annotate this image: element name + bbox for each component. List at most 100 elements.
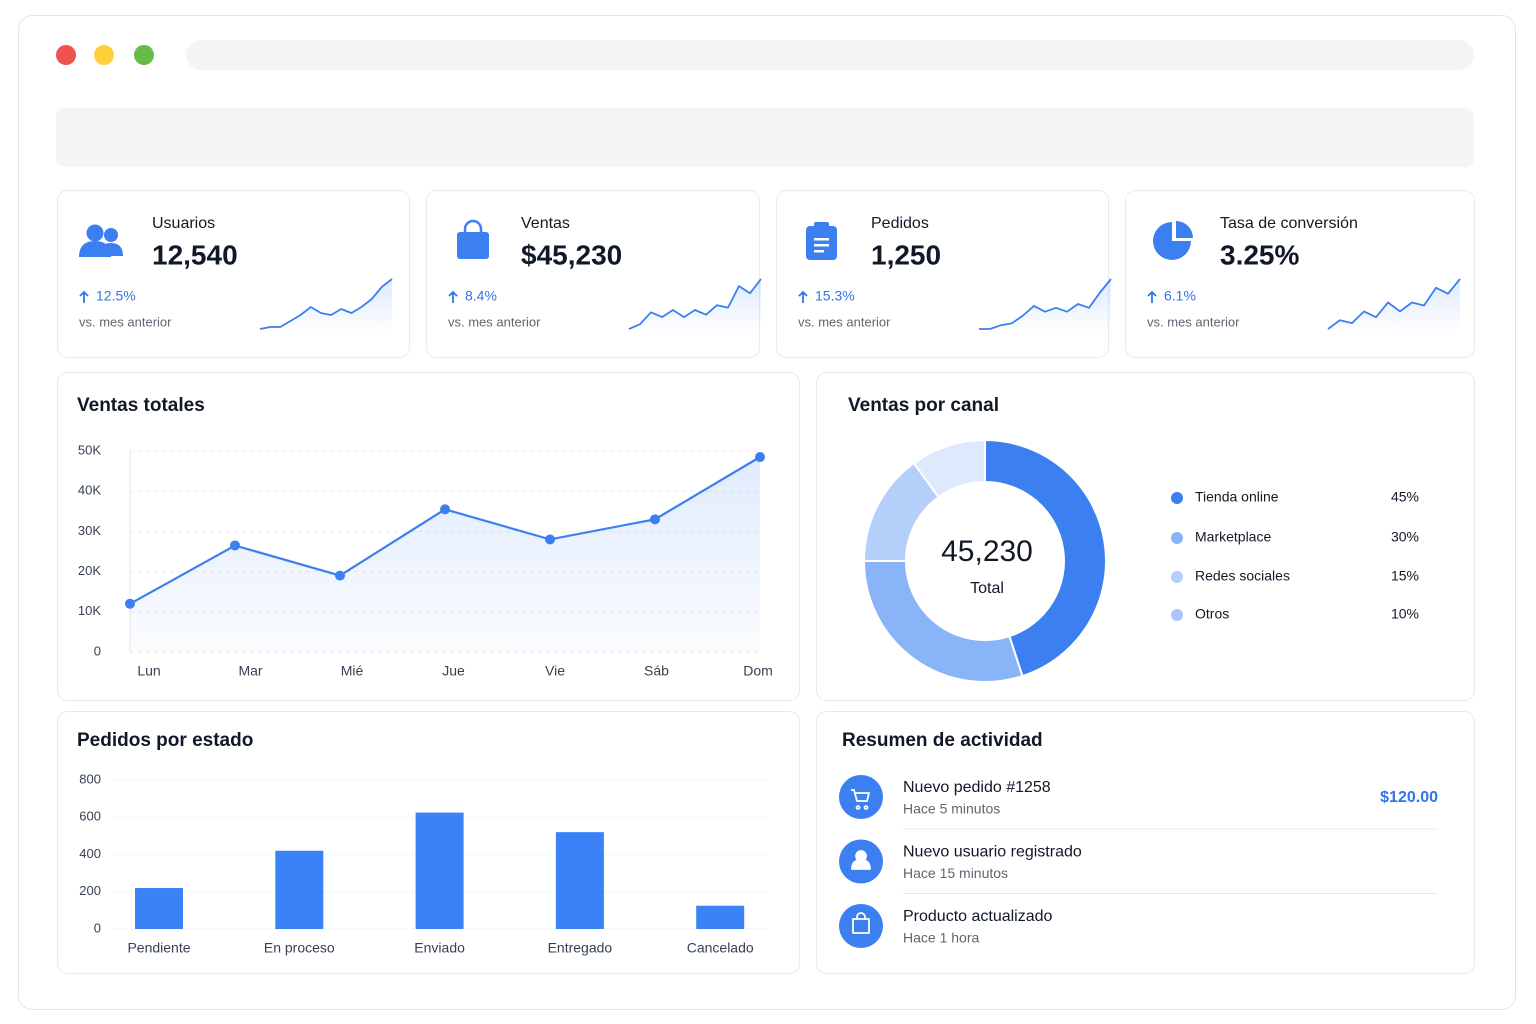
activity-item-time: Hace 1 hora [903, 930, 979, 946]
kpi-change: 6.1% [1164, 288, 1196, 304]
legend-label: Marketplace [1195, 529, 1271, 545]
point [545, 534, 555, 545]
legend-dot [1171, 571, 1183, 583]
x-tick-label: Sáb [644, 663, 669, 679]
kpi-change: 12.5% [96, 288, 136, 304]
x-tick-label: Jue [442, 663, 465, 679]
legend-value: 30% [1391, 529, 1419, 545]
up-arrow-icon [448, 290, 458, 303]
y-tick-label: 0 [94, 920, 101, 935]
bar [275, 850, 324, 929]
sparkline-area [1328, 279, 1460, 329]
activity-item-title: Nuevo usuario registrado [903, 844, 1082, 861]
icons [79, 219, 1193, 260]
legend-dot [1171, 532, 1183, 544]
sparkline [1327, 278, 1461, 330]
users-icon [79, 224, 123, 257]
card [57, 190, 410, 358]
chart-title: Ventas por canal [848, 395, 999, 416]
point [125, 598, 135, 609]
x-tick-label: Enviado [414, 940, 465, 956]
kpi-label: Ventas [521, 215, 570, 232]
sparkline-area [979, 279, 1111, 329]
kpi-value: 1,250 [871, 239, 941, 270]
pie-icon [1153, 221, 1193, 260]
legend-value: 10% [1391, 606, 1419, 622]
x-tick-label: Mié [341, 663, 364, 679]
address-bar[interactable] [186, 40, 1474, 70]
sparkline [259, 278, 393, 330]
kpi-label: Usuarios [152, 215, 215, 232]
donut-slice [984, 438, 1107, 678]
x-tick-label: Entregado [548, 940, 613, 956]
up-arrow-icon [798, 290, 808, 303]
activity-icon-bg [839, 904, 883, 948]
kpi-note: vs. mes anterior [798, 314, 891, 329]
up-arrow-icon [1147, 290, 1157, 303]
activity-amount: $120.00 [1380, 789, 1438, 806]
sparkline [979, 278, 1112, 330]
x-tick-label: Vie [545, 663, 565, 679]
card [816, 711, 1475, 974]
y-tick-label: 50K [78, 442, 101, 457]
kpi-note: vs. mes anterior [448, 314, 541, 329]
activity-item-time: Hace 15 minutos [903, 865, 1008, 881]
point [755, 452, 765, 463]
donut-center-value: 45,230 [941, 535, 1033, 568]
activity-icon [852, 912, 870, 934]
kpi-value: 3.25% [1220, 239, 1299, 270]
y-tick-label: 600 [79, 809, 101, 824]
header-banner [56, 108, 1474, 167]
bar [415, 812, 464, 929]
window-minimize[interactable] [94, 45, 114, 65]
x-tick-label: Dom [743, 663, 773, 679]
point [230, 540, 240, 551]
donut-center-label: Total [970, 580, 1004, 597]
clipboard-icon [806, 222, 837, 260]
kpi-label: Pedidos [871, 215, 929, 232]
window-maximize[interactable] [134, 45, 154, 65]
sparkline-area [260, 279, 392, 329]
y-tick-label: 200 [79, 883, 101, 898]
y-tick-label: 40K [78, 483, 101, 498]
x-tick-label: Lun [137, 663, 160, 679]
kpi-note: vs. mes anterior [1147, 314, 1240, 329]
bar [555, 832, 604, 929]
y-tick-label: 400 [79, 846, 101, 861]
x-tick-label: En proceso [264, 940, 335, 956]
activity-icon [851, 789, 870, 810]
donut-slice [912, 438, 986, 499]
activity-item-title: Nuevo pedido #1258 [903, 779, 1051, 796]
kpi-value: 12,540 [152, 239, 238, 270]
line-area [130, 457, 760, 652]
card [776, 190, 1109, 358]
bar [696, 905, 745, 929]
kpi-label: Tasa de conversión [1220, 215, 1358, 232]
activity-title: Resumen de actividad [842, 730, 1043, 751]
kpi-note: vs. mes anterior [79, 314, 172, 329]
legend-dot [1171, 492, 1183, 504]
window-close[interactable] [56, 45, 76, 65]
activity-item-title: Producto actualizado [903, 908, 1053, 925]
y-tick-label: 20K [78, 563, 101, 578]
point [335, 570, 345, 581]
legend-value: 15% [1391, 568, 1419, 584]
activity-icon [851, 850, 871, 870]
up-arrow-icon [79, 290, 89, 303]
y-tick-label: 10K [78, 603, 101, 618]
legend-label: Redes sociales [1195, 568, 1290, 584]
legend-label: Tienda online [1195, 489, 1279, 505]
bag-icon [457, 219, 489, 259]
point [650, 514, 660, 525]
y-tick-label: 30K [78, 523, 101, 538]
kpi-change: 8.4% [465, 288, 497, 304]
y-tick-label: 0 [94, 643, 101, 658]
sparkline [628, 278, 762, 330]
kpi-value: $45,230 [521, 239, 622, 270]
x-tick-label: Pendiente [127, 940, 190, 956]
activity-item-time: Hace 5 minutos [903, 801, 1000, 817]
legend-label: Otros [1195, 606, 1229, 622]
chart-title: Pedidos por estado [77, 730, 253, 751]
